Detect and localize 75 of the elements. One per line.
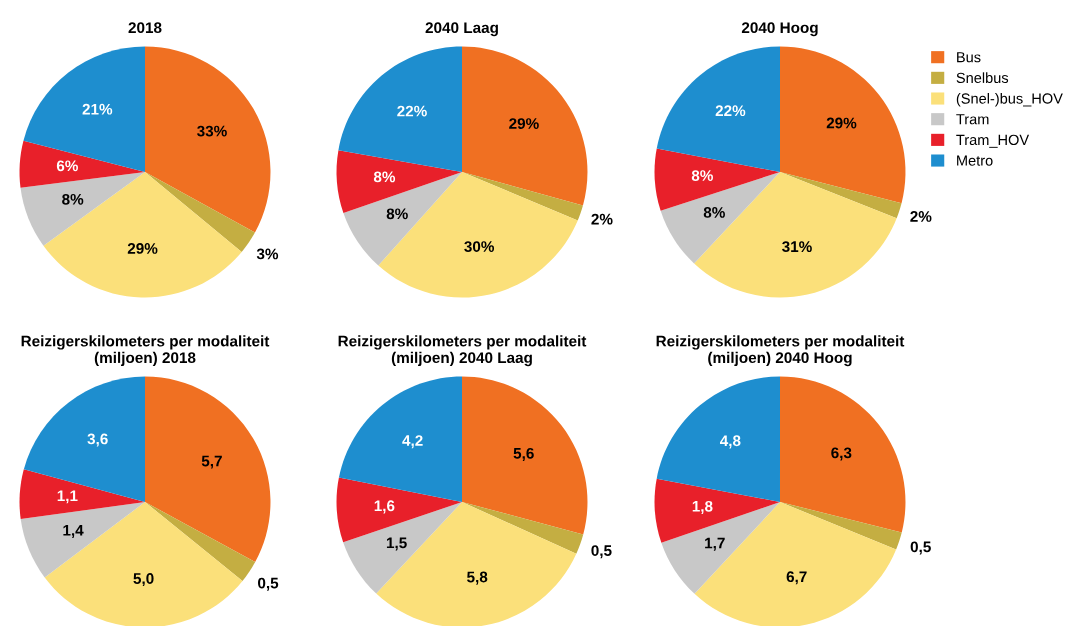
pie-slice [376, 502, 577, 626]
data-label: 29% [826, 117, 857, 129]
data-label: 30% [464, 241, 495, 253]
pie-slice [343, 172, 462, 266]
data-label: 8% [373, 171, 396, 183]
chart-title: 2040 Laag [425, 22, 498, 37]
legend-label: Tram_HOV [956, 134, 1030, 148]
data-label: 4,2 [402, 435, 423, 449]
pie-slice [661, 502, 780, 594]
legend-label: (Snel-)bus_HOV [956, 92, 1063, 107]
data-label: 22% [397, 105, 427, 117]
data-label: 1,6 [374, 500, 395, 514]
data-label: 5,8 [467, 571, 488, 585]
data-label: 3,6 [87, 433, 108, 447]
pie-slice [656, 376, 780, 502]
pie-slice [780, 376, 906, 533]
data-label: 5,7 [201, 455, 222, 469]
data-label: 21% [82, 103, 113, 115]
pie-slice [694, 502, 897, 626]
chart-title: Reizigerskilometers per modaliteit (miljoen) 2040 Laag [338, 335, 587, 367]
pie-slice [780, 46, 906, 204]
data-label: 29% [127, 243, 158, 254]
data-label: 5,6 [513, 447, 534, 461]
chart-title: 2018 [128, 22, 162, 34]
data-label: 1,8 [692, 500, 713, 514]
data-label: 22% [715, 105, 746, 117]
chart-title: 2040 Hoog [741, 22, 818, 37]
data-label: 1,1 [57, 490, 78, 504]
pie-slice [338, 376, 462, 502]
data-label: 2% [591, 213, 613, 225]
pie-slice [694, 172, 897, 298]
pie-slice [343, 502, 462, 594]
pie-slice [462, 376, 588, 535]
data-label: 29% [509, 118, 539, 129]
pie-slice [656, 46, 780, 172]
pie-slice [660, 172, 780, 264]
data-label: 8% [691, 170, 713, 181]
pie-slice [145, 46, 271, 233]
pie-slice [462, 46, 588, 206]
data-label: 2% [910, 211, 932, 222]
data-label: 1,4 [63, 525, 84, 538]
pie-slice [338, 46, 462, 172]
pie-slice [23, 46, 145, 172]
pie-slice [780, 502, 902, 550]
pie-slice [19, 140, 145, 188]
pie-slice [780, 172, 902, 219]
pie-slice [44, 502, 243, 626]
data-label: 1,5 [386, 537, 407, 551]
chart-title: Reizigerskilometers per modaliteit (miljoen) 2040 Hoog [656, 335, 905, 367]
legend-label: Tram [956, 114, 989, 125]
data-label: 8% [386, 208, 408, 220]
data-label: 5,0 [133, 573, 154, 587]
pie-slice [145, 376, 271, 563]
data-label: 31% [782, 241, 812, 253]
data-label: 33% [197, 125, 227, 137]
data-label: 0,5 [910, 541, 931, 555]
legend-label: Bus [957, 52, 981, 63]
chart-title: Reizigerskilometers per modaliteit (miljoen) 2018 [21, 335, 270, 367]
data-label: 0,5 [591, 545, 612, 559]
data-label: 3% [256, 248, 279, 260]
data-label: 8% [62, 193, 84, 205]
data-label: 1,7 [705, 537, 725, 551]
pie-slice [19, 469, 145, 520]
data-label: 6,3 [831, 447, 852, 461]
data-label: 8% [703, 206, 725, 218]
legend-label: Metro [957, 155, 993, 166]
data-label: 4,8 [719, 435, 741, 449]
data-label: 0,5 [258, 577, 279, 591]
pie-slice [23, 376, 145, 502]
legend-label: Snelbus [956, 72, 1009, 84]
data-label: 6% [56, 160, 78, 172]
pie-slice [462, 172, 583, 221]
pie-slice [43, 172, 242, 298]
data-label: 6,7 [786, 571, 807, 585]
pie-slice [462, 502, 584, 554]
